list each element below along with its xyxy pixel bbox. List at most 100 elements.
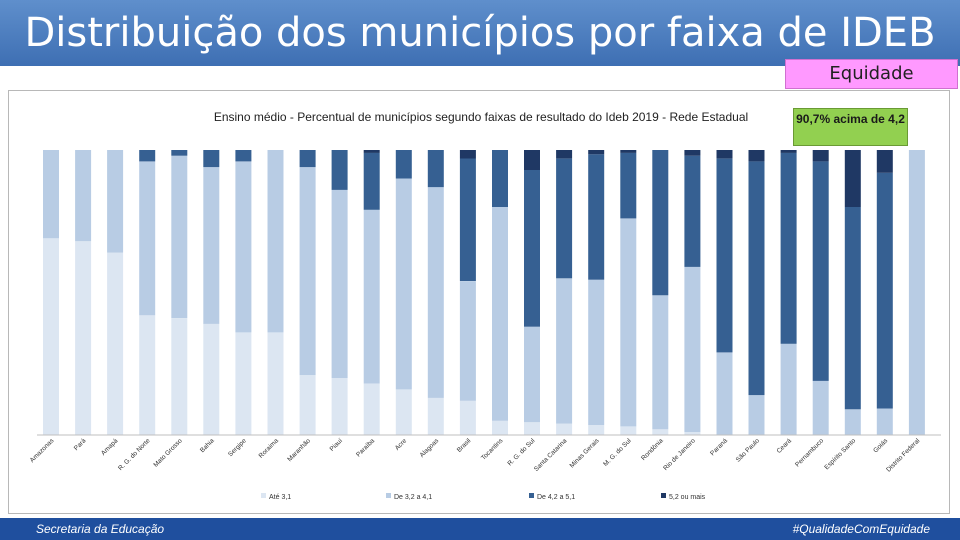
bar-segment [876,150,893,173]
bar-segment [812,380,829,435]
bar-segment [492,207,508,421]
bar-segment [684,155,701,267]
bar-segment [139,161,156,316]
legend-swatch [529,493,534,498]
legend-label: Até 3,1 [269,494,291,501]
bar-segment [876,408,893,435]
bar-segment [171,318,188,435]
bar-segment [556,278,573,424]
bar-segment [684,150,701,156]
x-tick-label: Rondônia [640,437,665,462]
bar-segment [620,426,637,435]
bar-segment [844,150,861,207]
bar-segment [171,150,188,156]
bar-segment [716,158,733,353]
x-tick-label: Rio de Janeiro [662,437,697,472]
bar-segment [812,150,829,162]
bar-segment [363,150,380,153]
bar-segment [620,150,637,153]
x-tick-label: R. G. do Sul [506,437,536,467]
x-tick-label: Tocantins [480,437,505,462]
x-tick-label: Minas Gerais [569,437,602,470]
x-tick-label: Paraná [709,437,729,457]
x-tick-label: Roraima [258,437,281,460]
bar-segment [203,167,220,324]
slide-title: Distribuição dos municípios por faixa de… [24,10,936,56]
bar-segment [267,332,284,435]
bar-segment [620,152,637,219]
bar-segment [588,154,605,280]
bar-segment [203,323,220,435]
bar-segment [716,150,733,159]
bar-segment [556,158,573,279]
bar-segment [299,150,316,168]
bar-segment [812,161,829,381]
bar-segment [492,150,508,207]
bar-segment [235,332,252,435]
title-bar: Distribuição dos municípios por faixa de… [0,0,960,66]
legend-label: De 4,2 a 5,1 [537,494,575,501]
legend-label: De 3,2 a 4,1 [394,494,432,501]
bar-segment [492,420,508,436]
bar-segment [524,169,540,327]
chart-title: Ensino médio - Percentual de municípios … [214,110,748,124]
chart-frame: Ensino médio - Percentual de municípios … [8,90,950,514]
bar-segment [556,423,573,435]
x-tick-label: Bahia [199,437,216,454]
x-tick-label: Pernambuco [794,437,825,468]
bar-segment [395,178,412,390]
bar-segment [363,152,380,210]
bar-segment [459,158,476,281]
bar-segment [748,150,765,162]
bar-segment [43,150,59,239]
bar-segment [107,252,124,435]
bar-segment [203,150,220,168]
bar-segment [427,397,444,435]
bar-segment [684,432,701,435]
bar-segment [171,155,188,319]
bar-segment [588,279,605,425]
x-tick-label: Goiás [872,437,889,454]
bar-segment [331,189,348,378]
bar-segment [620,218,637,427]
x-tick-label: M. G. do Sul [602,437,633,468]
bar-segment [363,383,380,435]
callout-box: 90,7% acima de 4,2 [793,108,908,146]
x-tick-label: Pará [73,437,88,452]
x-tick-label: Santa Catarina [533,437,569,473]
bar-segment [427,187,444,398]
x-tick-label: Maranhão [286,437,312,463]
bars-group [43,150,925,436]
bar-segment [684,266,701,433]
x-tick-label: Mato Grosso [152,437,184,469]
x-tick-label: Acre [394,437,409,452]
bar-segment [267,150,284,333]
x-tick-label: Amazonas [29,437,56,464]
x-tick-label: Distrito Federal [885,437,922,474]
bar-segment [652,150,669,296]
bar-segment [139,150,156,162]
legend-label: 5,2 ou mais [669,494,706,501]
bar-segment [75,150,92,242]
bar-segment [908,150,925,435]
bar-segment [524,326,540,423]
bar-segment [427,150,444,188]
bar-segment [844,409,861,435]
bar-segment [556,150,573,159]
bar-segment [524,422,540,435]
bar-segment [588,150,605,155]
x-tick-label: São Paulo [735,437,761,463]
bar-segment [459,400,476,435]
bar-segment [780,152,797,344]
bar-segment [75,241,92,435]
footer-organization: Secretaria da Educação [36,522,165,536]
bar-segment [395,150,412,179]
bar-segment [459,150,476,159]
x-tick-label: Paraíba [355,437,376,458]
bar-segment [780,343,797,435]
stacked-bar-chart: Ensino médio - Percentual de municípios … [29,110,941,501]
bar-segment [652,429,669,435]
bar-segment [588,425,605,435]
bar-segment [107,150,124,253]
legend-swatch [261,493,266,498]
